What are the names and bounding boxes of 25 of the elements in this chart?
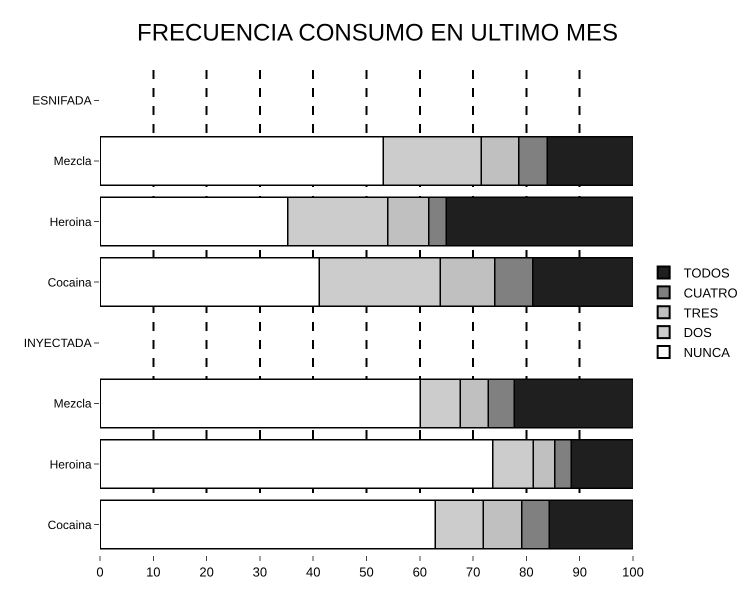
legend-label: TODOS bbox=[684, 266, 730, 281]
y-tick-label: INYECTADA bbox=[24, 336, 92, 350]
x-tick-label: 40 bbox=[306, 564, 320, 580]
legend-label: CUATRO bbox=[684, 285, 738, 300]
x-tick-label: 100 bbox=[622, 564, 644, 580]
x-tick-label: 20 bbox=[199, 564, 214, 580]
y-tick-label: Mezcla bbox=[54, 154, 92, 168]
y-tick-label: ESNIFADA bbox=[32, 94, 92, 108]
x-tick-label: 0 bbox=[96, 564, 104, 580]
x-tick-label: 10 bbox=[146, 564, 161, 580]
x-tick-label: 30 bbox=[252, 564, 268, 580]
y-tick-label: Cocaina bbox=[48, 518, 92, 532]
legend-label: TRES bbox=[684, 305, 719, 320]
y-tick-label: Mezcla bbox=[54, 396, 92, 411]
legend-label: DOS bbox=[684, 325, 712, 340]
x-tick-label: 90 bbox=[572, 564, 587, 580]
y-tick-label: Heroina bbox=[50, 214, 92, 229]
chart-title: FRECUENCIA CONSUMO EN ULTIMO MES bbox=[137, 20, 618, 47]
x-tick-label: 60 bbox=[412, 564, 428, 580]
x-tick-label: 70 bbox=[466, 564, 480, 580]
y-tick-label: Heroina bbox=[50, 457, 92, 472]
y-tick-label: Cocaina bbox=[48, 275, 92, 290]
x-tick-label: 80 bbox=[519, 564, 534, 580]
x-tick-label: 50 bbox=[359, 564, 374, 580]
legend-label: NUNCA bbox=[684, 345, 730, 360]
